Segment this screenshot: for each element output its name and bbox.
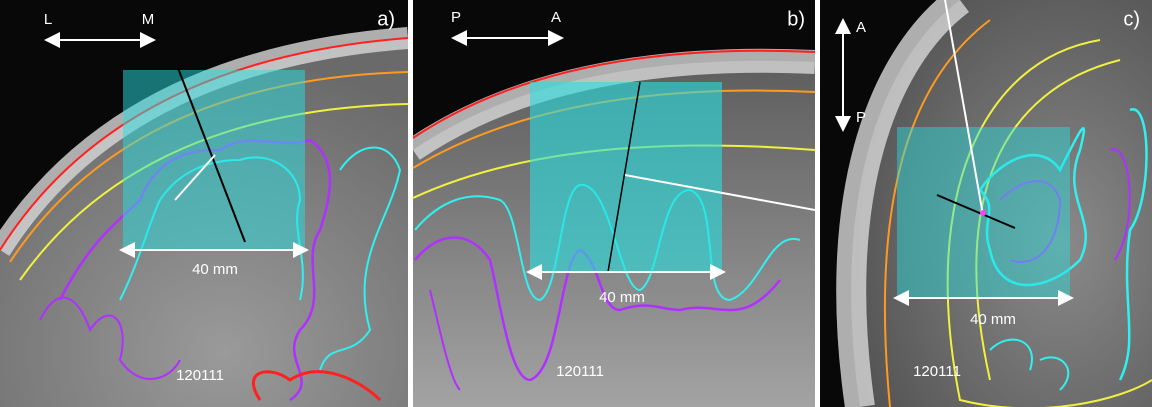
panel-b: [413, 0, 815, 407]
panel-c: [820, 0, 1152, 407]
scale-label: 40 mm: [599, 289, 645, 306]
panel-label: c): [1123, 8, 1140, 30]
orientation-label: A: [856, 19, 866, 36]
subject-id: 120111: [556, 363, 604, 380]
figure: L M a) 40 mm 120111 P A b) 40 mm 120111 …: [0, 0, 1152, 407]
panel-label: a): [377, 8, 395, 30]
panel-a: [0, 0, 408, 407]
orientation-label: P: [856, 109, 866, 126]
orientation-label: M: [142, 11, 155, 28]
orientation-label: A: [551, 9, 561, 26]
scale-label: 40 mm: [192, 261, 238, 278]
page: L M a) 40 mm 120111 P A b) 40 mm 120111 …: [0, 0, 1152, 407]
panel-label: b): [787, 8, 805, 30]
subject-id: 120111: [176, 367, 224, 384]
orientation-label: P: [451, 9, 461, 26]
subject-id: 120111: [913, 363, 961, 380]
scale-label: 40 mm: [970, 311, 1016, 328]
orientation-label: L: [44, 11, 52, 28]
